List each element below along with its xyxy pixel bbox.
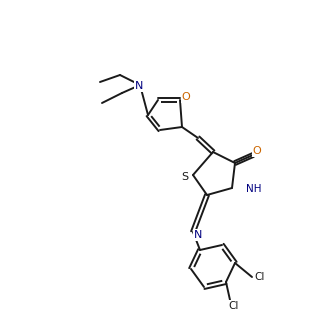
- Text: Cl: Cl: [229, 301, 239, 311]
- Text: NH: NH: [246, 184, 262, 194]
- Text: Cl: Cl: [255, 272, 265, 282]
- Text: S: S: [181, 172, 189, 182]
- Text: N: N: [194, 230, 202, 240]
- Text: N: N: [135, 81, 143, 91]
- Text: O: O: [182, 92, 191, 102]
- Text: O: O: [253, 146, 262, 156]
